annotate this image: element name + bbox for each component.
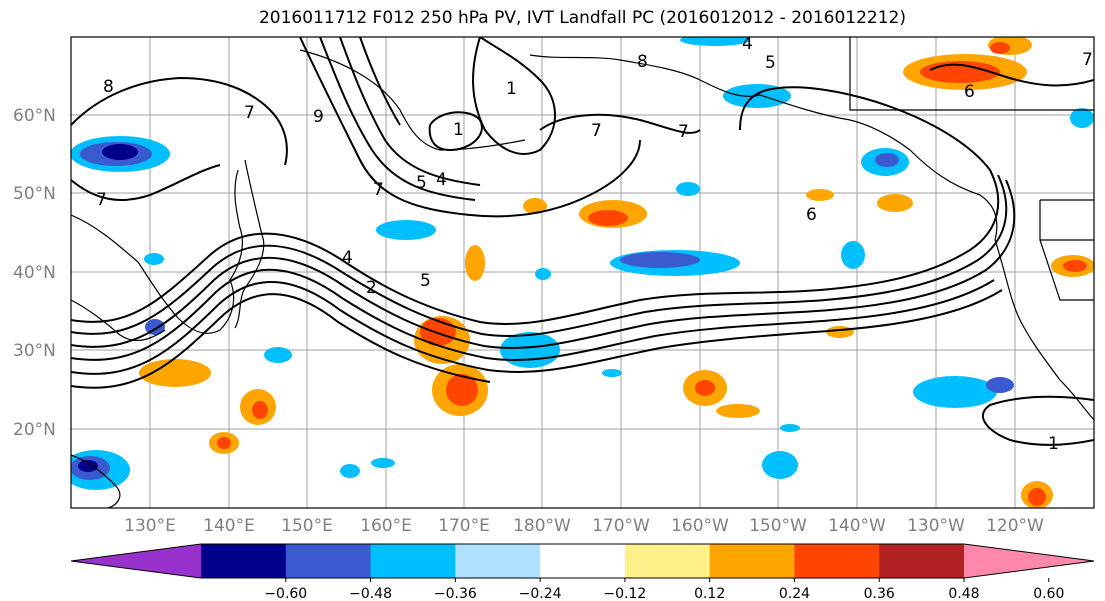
contour-label: 4 (342, 248, 353, 268)
lon-labels: 130°E 140°E 150°E 160°E 170°E 180°W 170°… (124, 516, 1044, 536)
lat-label: 60°N (13, 106, 56, 126)
lon-label: 160°E (360, 516, 412, 536)
contour-label: 7 (1082, 50, 1093, 70)
lat-labels: 60°N 50°N 40°N 30°N 20°N (13, 106, 56, 440)
lon-label: 130°W (907, 516, 965, 536)
colorbar-tick-label: −0.12 (603, 586, 646, 601)
lon-label: 170°E (438, 516, 490, 536)
contour-label: 6 (806, 205, 817, 225)
lon-label: 160°W (671, 516, 729, 536)
colorbar-segment (201, 544, 287, 578)
map-border (70, 36, 1095, 509)
map-title: 2016011712 F012 250 hPa PV, IVT Landfall… (258, 8, 906, 28)
colorbar (70, 543, 1095, 579)
colorbar-tick-label: 0.36 (864, 586, 895, 601)
lon-label: 140°W (828, 516, 886, 536)
colorbar-segment (879, 544, 965, 578)
colorbar-segment (540, 544, 626, 578)
contour-label: 1 (1048, 434, 1059, 454)
colorbar-segment (794, 544, 880, 578)
contour-label: 5 (420, 271, 431, 291)
colorbar-ticks: −0.60 −0.48 −0.36 −0.24 −0.12 0.12 0.24 0.36 0.4… (264, 578, 1064, 601)
contour-label: 2 (366, 278, 377, 298)
colorbar-tick-label: 0.24 (779, 586, 810, 601)
colorbar-tick-label: 0.48 (948, 586, 979, 601)
colorbar-extend-low (71, 544, 201, 578)
lon-label: 150°W (749, 516, 807, 536)
coastlines (71, 37, 1094, 508)
contour-labels: 8 7 7 9 1 4 5 7 1 7 8 4 5 6 6 7 7 4 2 5 … (96, 34, 1093, 454)
colorbar-tick-label: 0.12 (694, 586, 725, 601)
colorbar-tick-label: −0.36 (434, 586, 477, 601)
contour-label: 9 (313, 107, 324, 127)
lat-label: 50°N (13, 184, 56, 204)
contour-label: 8 (637, 52, 648, 72)
contour-label: 4 (436, 170, 447, 190)
colorbar-tick-label: −0.24 (519, 586, 562, 601)
colorbar-segment (285, 544, 372, 578)
contour-label: 4 (742, 34, 753, 54)
lon-label: 150°E (281, 516, 333, 536)
colorbar-segment (624, 544, 711, 578)
contour-label: 7 (96, 190, 107, 210)
contour-label: 1 (506, 79, 517, 99)
colorbar-tick-label: 0.60 (1033, 586, 1064, 601)
colorbar-extend-high (964, 544, 1094, 578)
colorbar-outline (70, 543, 1095, 579)
colorbar-tick-label: −0.48 (349, 586, 392, 601)
contour-label: 5 (765, 53, 776, 73)
lat-label: 20°N (13, 420, 56, 440)
lat-label: 40°N (13, 263, 56, 283)
contour-label: 8 (103, 77, 114, 97)
colorbar-segment (709, 544, 795, 578)
lon-label: 180°W (513, 516, 571, 536)
lat-label: 30°N (13, 341, 56, 361)
lon-label: 120°W (986, 516, 1044, 536)
colorbar-segment (455, 544, 541, 578)
contour-label: 7 (373, 180, 384, 200)
pv-contours (71, 37, 1094, 446)
lon-label: 170°W (592, 516, 650, 536)
contour-label: 7 (678, 122, 689, 142)
colorbar-tick-label: −0.60 (264, 586, 307, 601)
colorbar-segment (370, 544, 456, 578)
contour-label: 5 (416, 173, 427, 193)
contour-label: 6 (964, 82, 975, 102)
lon-label: 130°E (124, 516, 176, 536)
contour-label: 7 (244, 103, 255, 123)
lon-label: 140°E (203, 516, 255, 536)
contour-label: 7 (591, 121, 602, 141)
contour-label: 1 (453, 120, 464, 140)
